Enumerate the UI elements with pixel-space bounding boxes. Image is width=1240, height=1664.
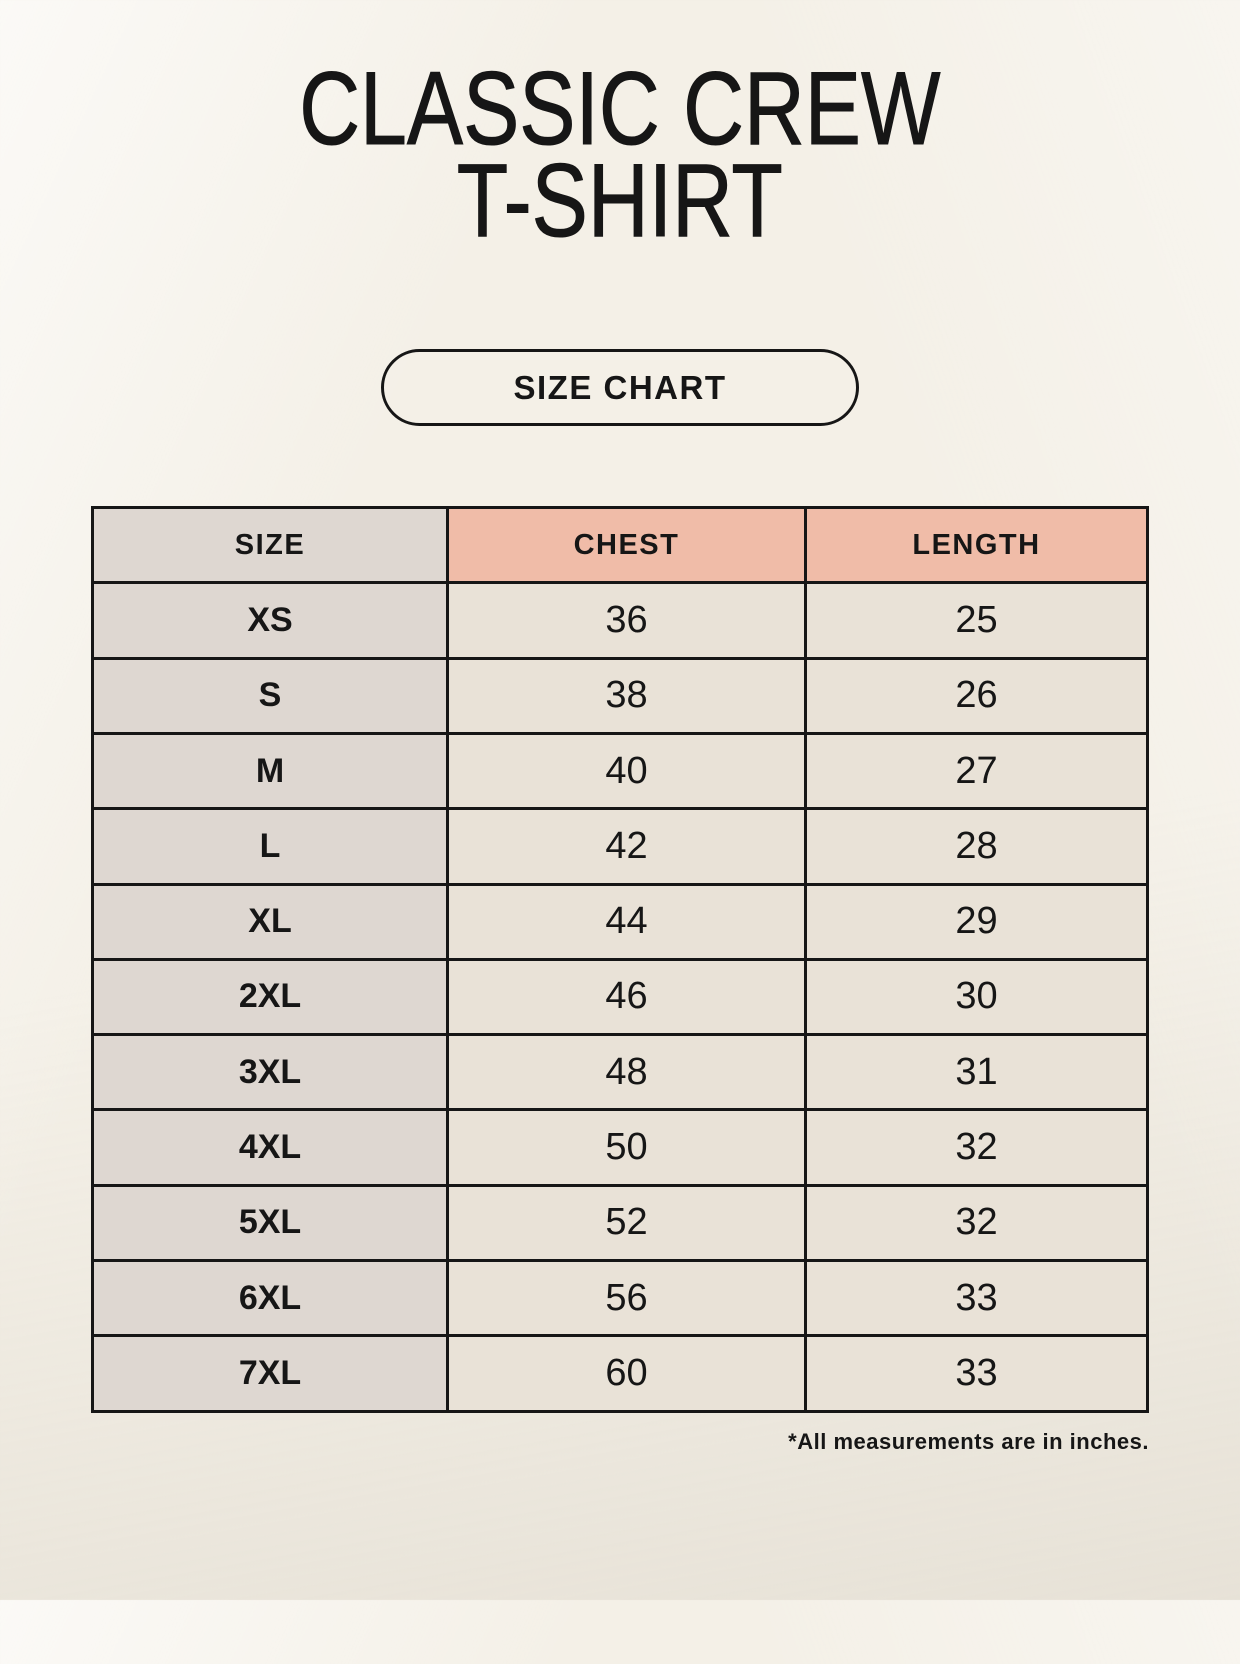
chest-cell: 36 bbox=[446, 581, 807, 660]
table-row: S 38 26 bbox=[91, 656, 1150, 735]
chest-cell: 50 bbox=[446, 1108, 807, 1187]
table-row: 2XL 46 30 bbox=[91, 957, 1150, 1037]
length-cell: 27 bbox=[803, 731, 1150, 811]
length-cell: 31 bbox=[803, 1033, 1150, 1112]
size-cell: 5XL bbox=[91, 1183, 449, 1263]
chest-cell: 46 bbox=[446, 957, 807, 1037]
table-row: XL 44 29 bbox=[91, 882, 1150, 961]
size-cell: XS bbox=[91, 581, 449, 660]
table-row: 5XL 52 32 bbox=[91, 1183, 1150, 1263]
length-cell: 33 bbox=[803, 1334, 1150, 1413]
length-cell: 32 bbox=[803, 1183, 1150, 1263]
chest-cell: 38 bbox=[446, 656, 807, 735]
table-row: M 40 27 bbox=[91, 731, 1150, 811]
table-row: 7XL 60 33 bbox=[91, 1334, 1150, 1413]
chest-cell: 52 bbox=[446, 1183, 807, 1263]
header-cell-size: SIZE bbox=[91, 506, 449, 585]
size-table-container: SIZE CHEST LENGTH XS 36 25 S 38 26 M 40 … bbox=[91, 506, 1150, 1413]
size-cell: 7XL bbox=[91, 1334, 449, 1413]
table-header-row: SIZE CHEST LENGTH bbox=[91, 506, 1150, 585]
size-chart-badge[interactable]: SIZE CHART bbox=[381, 349, 859, 427]
size-cell: L bbox=[91, 807, 449, 886]
length-cell: 26 bbox=[803, 656, 1150, 735]
header-cell-chest: CHEST bbox=[446, 506, 807, 585]
length-cell: 32 bbox=[803, 1108, 1150, 1187]
chest-cell: 48 bbox=[446, 1033, 807, 1112]
length-cell: 25 bbox=[803, 581, 1150, 660]
size-cell: XL bbox=[91, 882, 449, 961]
page-background: { "header": { "title_lines": ["CLASSIC C… bbox=[0, 57, 1240, 1664]
chest-cell: 56 bbox=[446, 1258, 807, 1338]
length-cell: 29 bbox=[803, 882, 1150, 961]
size-chart-badge-label: SIZE CHART bbox=[513, 368, 727, 406]
title-line-1: CLASSIC CREW bbox=[299, 51, 941, 167]
size-cell: 2XL bbox=[91, 957, 449, 1037]
size-cell: 4XL bbox=[91, 1108, 449, 1187]
length-cell: 28 bbox=[803, 807, 1150, 886]
length-cell: 30 bbox=[803, 957, 1150, 1037]
chest-cell: 42 bbox=[446, 807, 807, 886]
chest-cell: 40 bbox=[446, 731, 807, 811]
table-row: 6XL 56 33 bbox=[91, 1258, 1150, 1338]
size-cell: 3XL bbox=[91, 1033, 449, 1112]
length-cell: 33 bbox=[803, 1258, 1150, 1338]
table-row: XS 36 25 bbox=[91, 581, 1150, 660]
size-cell: S bbox=[91, 656, 449, 735]
size-cell: 6XL bbox=[91, 1258, 449, 1338]
table-row: L 42 28 bbox=[91, 807, 1150, 886]
footnote: *All measurements are in inches. bbox=[788, 1428, 1149, 1454]
table-row: 4XL 50 32 bbox=[91, 1108, 1150, 1187]
table-row: 3XL 48 31 bbox=[91, 1033, 1150, 1112]
page-title: CLASSIC CREW T-SHIRT bbox=[0, 57, 1240, 254]
chest-cell: 60 bbox=[446, 1334, 807, 1413]
size-cell: M bbox=[91, 731, 449, 811]
chest-cell: 44 bbox=[446, 882, 807, 961]
size-table-body: XS 36 25 S 38 26 M 40 27 L 42 28 XL 44 2… bbox=[91, 581, 1150, 1413]
header-cell-length: LENGTH bbox=[803, 506, 1150, 585]
title-line-2: T-SHIRT bbox=[456, 142, 784, 259]
size-table: SIZE CHEST LENGTH XS 36 25 S 38 26 M 40 … bbox=[91, 506, 1150, 1413]
